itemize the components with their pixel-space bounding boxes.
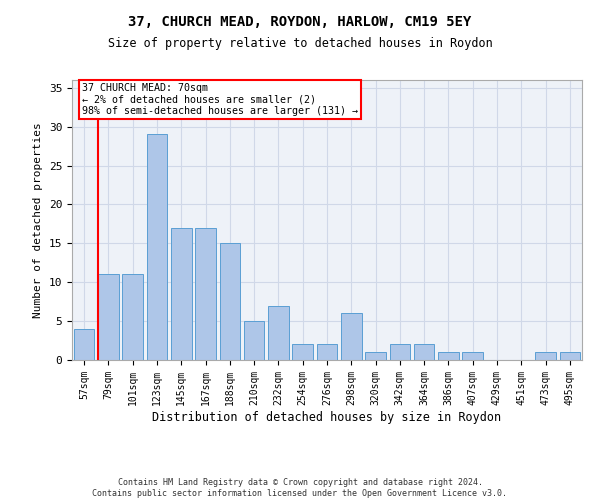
Bar: [195, 228, 216, 360]
Bar: [268, 306, 289, 360]
Bar: [317, 344, 337, 360]
Bar: [244, 321, 265, 360]
Bar: [74, 329, 94, 360]
Text: Size of property relative to detached houses in Roydon: Size of property relative to detached ho…: [107, 38, 493, 51]
Bar: [292, 344, 313, 360]
X-axis label: Distribution of detached houses by size in Roydon: Distribution of detached houses by size …: [152, 410, 502, 424]
Bar: [98, 274, 119, 360]
Text: Contains HM Land Registry data © Crown copyright and database right 2024.
Contai: Contains HM Land Registry data © Crown c…: [92, 478, 508, 498]
Bar: [535, 352, 556, 360]
Bar: [463, 352, 483, 360]
Bar: [414, 344, 434, 360]
Y-axis label: Number of detached properties: Number of detached properties: [33, 122, 43, 318]
Bar: [438, 352, 459, 360]
Bar: [146, 134, 167, 360]
Bar: [560, 352, 580, 360]
Text: 37 CHURCH MEAD: 70sqm
← 2% of detached houses are smaller (2)
98% of semi-detach: 37 CHURCH MEAD: 70sqm ← 2% of detached h…: [82, 83, 358, 116]
Bar: [220, 244, 240, 360]
Bar: [341, 314, 362, 360]
Bar: [365, 352, 386, 360]
Bar: [171, 228, 191, 360]
Bar: [122, 274, 143, 360]
Bar: [389, 344, 410, 360]
Text: 37, CHURCH MEAD, ROYDON, HARLOW, CM19 5EY: 37, CHURCH MEAD, ROYDON, HARLOW, CM19 5E…: [128, 15, 472, 29]
